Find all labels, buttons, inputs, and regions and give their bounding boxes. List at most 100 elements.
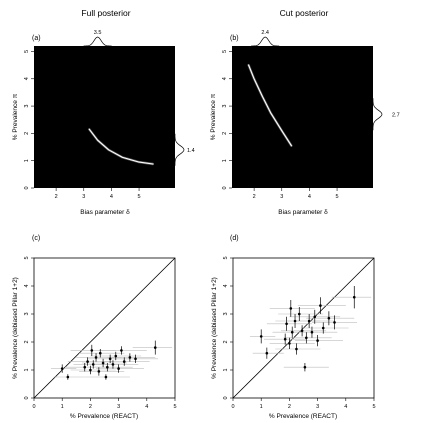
scatter-panel-cut: 0 1 2 3 4 5 0 1 2 3 4 5 % Prevalence (REACT) % Prev…: [211, 256, 376, 420]
x-tick-label: 0: [32, 404, 35, 410]
x-tick-label: 3: [117, 404, 120, 410]
data-point: [313, 315, 317, 319]
data-point: [327, 316, 331, 320]
y-tick-label: 5: [24, 50, 30, 53]
data-point: [94, 356, 98, 359]
data-point: [352, 295, 356, 299]
y-axis-label: % Prevalence π: [12, 93, 19, 140]
data-point: [265, 351, 269, 355]
side-marginal-density: [174, 133, 185, 166]
side-marginal-label: 2.7: [392, 112, 400, 118]
x-tick-label: 2: [288, 404, 291, 410]
x-axis-label: Bias parameter δ: [80, 209, 130, 216]
top-marginal-density: [251, 36, 280, 47]
scatter-axes: 0 1 2 3 4 5 0 1 2 3 4 5: [24, 256, 177, 410]
x-tick-label: 5: [138, 194, 141, 200]
y-tick-label: 0: [223, 396, 229, 399]
heatmap-panel-full-posterior: 2 3 4 5 0 1 2 3 4 5 Bias parameter δ % Prevalence…: [12, 30, 195, 216]
data-point: [259, 335, 263, 338]
posterior-ridge: [247, 63, 293, 147]
x-axis-label: Bias parameter δ: [278, 209, 328, 216]
x-tick-label: 1: [260, 404, 263, 410]
data-point: [283, 337, 287, 341]
x-tick-label: 4: [344, 404, 347, 410]
data-point: [310, 330, 314, 334]
data-point: [83, 365, 87, 369]
x-tick-label: 1: [61, 404, 64, 410]
panel-label-c: (c): [32, 235, 40, 242]
x-tick-label: 4: [145, 404, 148, 410]
y-tick-label: 0: [222, 186, 228, 189]
y-axis-label: % Prevalence π: [210, 93, 217, 140]
data-point: [285, 322, 288, 326]
identity-line: [33, 257, 176, 399]
data-point: [305, 336, 308, 340]
posterior-ridge: [88, 128, 155, 166]
side-marginal-curve: [372, 98, 383, 131]
data-point: [104, 375, 108, 379]
panel-label-a: (a): [32, 35, 41, 42]
data-point: [89, 368, 92, 372]
y-tick-label: 0: [24, 396, 30, 399]
y-tick-label: 4: [24, 284, 30, 287]
y-tick-label: 2: [24, 132, 30, 135]
data-point: [321, 326, 325, 330]
panel-label-b: (b): [230, 35, 239, 42]
y-tick-label: 2: [223, 340, 229, 343]
y-tick-label: 2: [222, 132, 228, 135]
data-point: [111, 363, 115, 366]
data-point: [297, 312, 301, 316]
x-tick-label: 5: [336, 194, 339, 200]
data-point: [122, 360, 126, 363]
top-marginal-curve: [83, 36, 112, 47]
data-point: [333, 321, 336, 324]
data-point: [117, 367, 120, 370]
data-point: [120, 349, 123, 352]
data-point: [134, 357, 137, 361]
data-point: [114, 354, 118, 358]
data-point: [91, 363, 95, 366]
x-tick-label: 2: [55, 194, 58, 200]
top-marginal-density: [83, 36, 112, 47]
top-marginal-curve: [251, 36, 280, 47]
data-point: [288, 342, 291, 345]
data-point: [60, 367, 64, 370]
x-axis-label: % Prevalence (REACT): [269, 413, 337, 420]
y-tick-label: 3: [24, 105, 30, 108]
ridge-line: [88, 128, 154, 165]
x-tick-label: 4: [308, 194, 311, 200]
heatmap-background: [232, 46, 373, 188]
x-tick-label: 5: [173, 404, 176, 410]
title-cut-posterior: Cut posterior: [280, 8, 329, 18]
scatter-marks: [33, 257, 176, 399]
y-tick-label: 2: [24, 340, 30, 343]
y-tick-label: 3: [222, 105, 228, 108]
data-point: [153, 346, 157, 349]
scatter-marks: [232, 257, 375, 399]
data-point: [66, 375, 70, 379]
heatmap-background: [34, 46, 175, 188]
x-tick-label: 2: [253, 194, 256, 200]
data-point: [108, 357, 112, 361]
y-tick-label: 3: [223, 312, 229, 315]
data-point: [316, 339, 319, 342]
scatter-panel-full: 0 1 2 3 4 5 0 1 2 3 4 5 % Prevalence (REACT) % Prev…: [12, 256, 177, 420]
plot-frame: [232, 257, 375, 399]
y-axis-label: % Prevalence (debiased Pillar 1+2): [211, 277, 218, 379]
side-marginal-density: [372, 98, 383, 131]
x-axis-label: % Prevalence (REACT): [70, 413, 138, 420]
data-point: [307, 319, 311, 323]
x-tick-label: 2: [89, 404, 92, 410]
heatmap-panel-cut-posterior: 2 3 4 5 0 1 2 3 4 5 Bias parameter δ % Prevalence…: [210, 30, 400, 216]
y-tick-label: 5: [222, 50, 228, 53]
data-point: [98, 351, 102, 355]
heatmap-axes: 2 3 4 5 0 1 2 3 4 5: [24, 50, 141, 200]
y-tick-label: 0: [24, 186, 30, 189]
x-tick-label: 3: [280, 194, 283, 200]
data-point: [293, 319, 297, 323]
y-tick-label: 3: [24, 312, 30, 315]
data-point: [289, 307, 293, 310]
ridge-line: [248, 64, 292, 147]
data-point: [86, 360, 89, 363]
